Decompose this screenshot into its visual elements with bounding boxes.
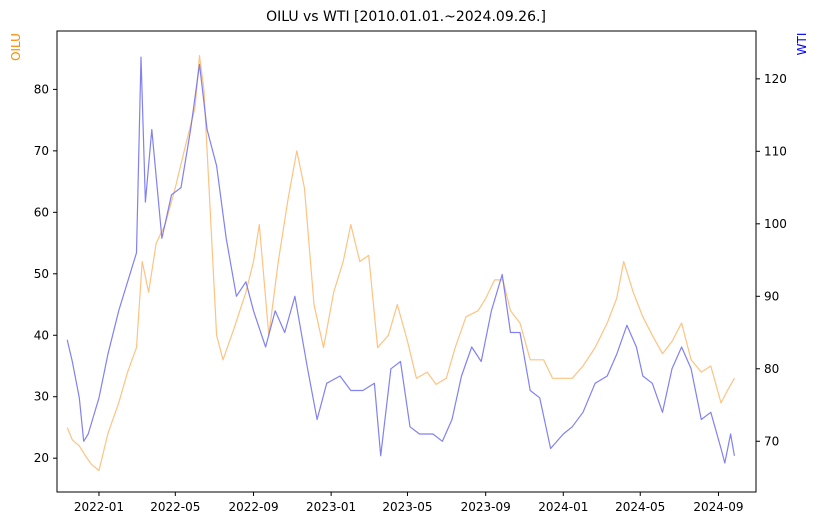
series-line-wti: [66, 56, 735, 464]
x-tick-label: 2023-09: [461, 500, 511, 514]
left-y-tick-label: 30: [34, 390, 49, 404]
x-tick-label: 2022-05: [150, 500, 200, 514]
x-tick-label: 2022-09: [228, 500, 278, 514]
series-line-oilu: [66, 54, 735, 472]
left-y-tick-label: 60: [34, 205, 49, 219]
right-axis-label: WTI: [795, 33, 809, 56]
left-y-tick-label: 20: [34, 451, 49, 465]
right-y-tick-label: 120: [764, 72, 787, 86]
right-y-tick-label: 90: [764, 289, 779, 303]
left-y-tick-label: 80: [34, 82, 49, 96]
x-tick-label: 2023-05: [382, 500, 432, 514]
x-axis: 2022-01 2022-05 2022-09 2023-01 2023-05 2023-…: [74, 492, 744, 514]
right-y-axis: 70 80 90 100 110 120: [756, 72, 787, 448]
left-y-axis: 20 30 40 50 60 70 80: [34, 82, 57, 465]
right-y-tick-label: 80: [764, 362, 779, 376]
right-y-tick-label: 110: [764, 144, 787, 158]
chart-title: OILU vs WTI [2010.01.01.~2024.09.26.]: [266, 9, 546, 25]
right-y-tick-label: 100: [764, 217, 787, 231]
left-y-tick-label: 70: [34, 144, 49, 158]
left-y-tick-label: 40: [34, 328, 49, 342]
x-tick-label: 2022-01: [74, 500, 124, 514]
x-tick-label: 2024-01: [538, 500, 588, 514]
left-y-tick-label: 50: [34, 267, 49, 281]
x-tick-label: 2023-01: [306, 500, 356, 514]
right-y-tick-label: 70: [764, 434, 779, 448]
left-axis-label: OILU: [9, 33, 23, 61]
x-tick-label: 2024-05: [615, 500, 665, 514]
plot-frame: [56, 30, 757, 493]
x-tick-label: 2024-09: [693, 500, 743, 514]
series-layer: [66, 54, 735, 472]
